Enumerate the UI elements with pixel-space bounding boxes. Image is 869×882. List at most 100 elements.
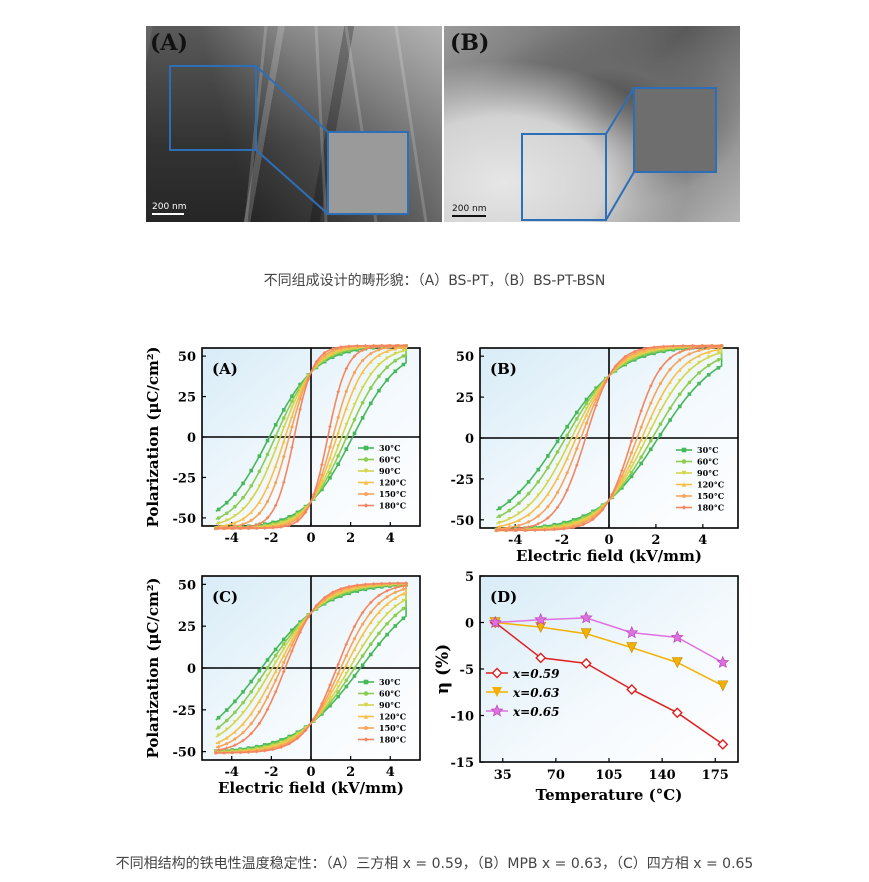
scale-bar-label: 200 nm: [152, 202, 187, 212]
loop-marker: [344, 406, 349, 410]
loop-marker: [246, 750, 251, 754]
legend-label: 120°C: [379, 478, 406, 488]
loop-marker: [388, 581, 392, 586]
loop-marker: [526, 491, 531, 496]
scale-bar-label: 200 nm: [452, 204, 487, 214]
panel-label: (B): [490, 360, 517, 378]
loop-marker: [396, 343, 400, 348]
loop-marker: [336, 390, 340, 394]
loop-marker: [282, 660, 286, 664]
loop-marker: [216, 507, 221, 512]
loop-marker: [336, 415, 340, 419]
loop-marker: [257, 484, 262, 489]
loop-marker: [298, 382, 302, 387]
y-tick-label: -25: [451, 473, 475, 488]
loop-marker: [282, 480, 286, 484]
legend-label: 180°C: [379, 735, 406, 745]
loop-marker: [224, 727, 229, 732]
data-point: [535, 652, 547, 664]
loop-marker: [594, 390, 598, 395]
loop-marker: [320, 701, 324, 706]
loop-marker: [401, 584, 406, 588]
loop-marker: [282, 647, 286, 651]
legend-label: 30°C: [697, 445, 719, 455]
loop-marker: [216, 715, 221, 720]
loop-marker: [249, 524, 254, 529]
loop-marker: [265, 707, 270, 712]
loop-marker: [360, 400, 365, 405]
loop-marker: [360, 663, 365, 668]
loop-marker: [265, 467, 270, 471]
loop-marker: [363, 582, 368, 587]
loop-marker: [224, 518, 229, 523]
tem-panel-b-overlay: [452, 87, 717, 221]
loop-marker: [377, 363, 381, 367]
y-axis-title: Polarization (μC/cm²): [144, 577, 162, 758]
loop-marker: [639, 446, 643, 451]
loop-marker: [668, 356, 672, 360]
loop-marker: [224, 736, 229, 740]
legend-label: 120°C: [379, 712, 406, 722]
loop-marker: [677, 368, 682, 372]
legend-label: 90°C: [697, 468, 719, 478]
loop-marker: [368, 632, 373, 636]
data-point: [626, 683, 638, 695]
loop-marker: [594, 397, 598, 402]
y-tick-label: 0: [465, 432, 474, 447]
loop-marker: [273, 423, 278, 427]
loop-marker: [265, 484, 270, 489]
data-point: [671, 657, 683, 669]
loop-marker: [241, 507, 245, 511]
loop-marker: [536, 521, 541, 526]
loop-marker: [355, 344, 360, 348]
zoom-connector-line: [255, 149, 329, 215]
y-tick-label: 50: [178, 350, 196, 365]
data-point: [580, 628, 592, 640]
loop-marker: [555, 505, 560, 510]
loop-marker: [290, 634, 294, 639]
loop-marker: [328, 445, 332, 449]
y-tick-label: 5: [465, 570, 474, 585]
loop-marker: [546, 504, 550, 509]
loop-marker: [393, 369, 398, 374]
y-tick-label: 0: [187, 662, 196, 677]
loop-marker: [584, 407, 589, 411]
loop-marker: [536, 504, 541, 508]
loop-marker: [249, 700, 254, 704]
loop-marker: [385, 589, 389, 593]
panel-label: (A): [212, 360, 238, 378]
chart-panel-c: -4 -2 0 2 4 -50 -25 0 25 50 30°C 60°C90°C 120°C150°C…: [144, 575, 421, 797]
loop-marker: [328, 689, 332, 693]
loop-marker: [690, 343, 695, 348]
loop-marker: [401, 343, 406, 348]
loop-marker: [282, 669, 286, 674]
loop-marker: [241, 495, 245, 500]
loop-marker: [377, 642, 381, 647]
loop-marker: [344, 653, 349, 658]
loop-marker: [233, 524, 237, 528]
loop-marker: [344, 662, 349, 667]
loop-marker: [249, 711, 254, 716]
loop-marker: [320, 487, 324, 492]
loop-marker: [575, 446, 579, 451]
loop-marker: [668, 406, 672, 411]
loop-marker: [507, 522, 512, 526]
legend-label: 120°C: [697, 480, 724, 490]
loop-marker: [546, 479, 550, 484]
loop-marker: [526, 525, 531, 529]
loop-marker: [352, 417, 357, 422]
loop-marker: [224, 746, 229, 750]
loop-marker: [658, 422, 663, 426]
loop-marker: [526, 512, 531, 517]
loop-marker: [282, 439, 286, 444]
loop-marker: [339, 345, 343, 349]
loop-marker: [677, 404, 682, 409]
loop-marker: [668, 392, 672, 397]
loop-marker: [377, 374, 381, 379]
x-tick-label: 2: [346, 765, 355, 780]
loop-marker: [504, 528, 508, 533]
loop-marker: [254, 526, 259, 531]
tem-panel-a: (A) 200 nm: [146, 26, 442, 222]
legend-marker: [681, 447, 687, 453]
x-tick-label: 0: [306, 765, 315, 780]
